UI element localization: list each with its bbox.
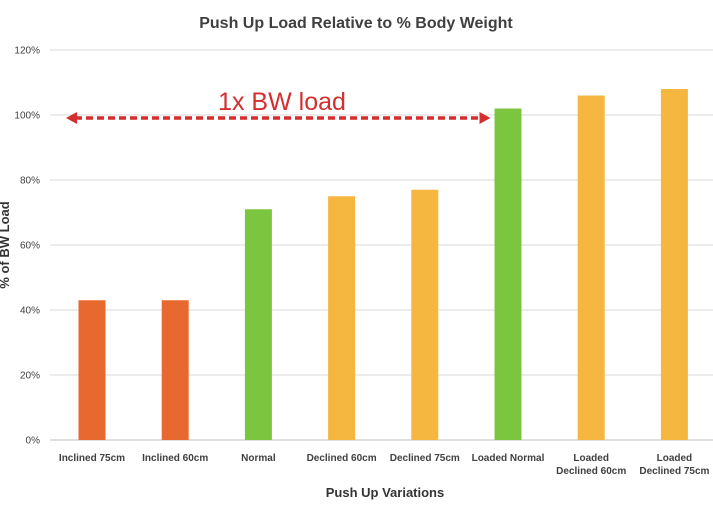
x-tick-label-line: Normal bbox=[241, 453, 276, 464]
x-tick-label: Loaded Declined 60cm bbox=[556, 453, 626, 477]
x-tick-label: Inclined 75cm bbox=[59, 453, 125, 464]
x-tick-label: Normal bbox=[241, 453, 276, 464]
y-tick-label: 60% bbox=[20, 241, 40, 252]
bar bbox=[161, 300, 189, 440]
annotation-label: 1x BW load bbox=[218, 88, 346, 116]
bar bbox=[411, 189, 439, 440]
bar bbox=[660, 89, 688, 440]
x-tick-label: Inclined 60cm bbox=[142, 453, 208, 464]
annotation-group: 1x BW load bbox=[66, 88, 491, 124]
bar bbox=[244, 209, 272, 440]
y-tick-label: 120% bbox=[14, 46, 40, 57]
x-axis-title: Push Up Variations bbox=[326, 485, 444, 500]
x-tick-label-line: Inclined 60cm bbox=[142, 453, 208, 464]
x-tick-label-line: Loaded bbox=[573, 453, 609, 464]
y-tick-label: 40% bbox=[20, 306, 40, 317]
x-tick-label-line: Declined 60cm bbox=[556, 466, 626, 477]
x-tick-label: Loaded Normal bbox=[472, 453, 545, 464]
x-tick-label-line: Loaded bbox=[657, 453, 693, 464]
chart-title: Push Up Load Relative to % Body Weight bbox=[199, 15, 513, 32]
x-tick-label-line: Declined 60cm bbox=[307, 453, 377, 464]
x-tick-label: Loaded Declined 75cm bbox=[639, 453, 709, 477]
y-tick-label: 20% bbox=[20, 371, 40, 382]
x-tick-label-line: Loaded Normal bbox=[472, 453, 545, 464]
x-tick-label: Declined 60cm bbox=[307, 453, 377, 464]
x-tick-label: Declined 75cm bbox=[390, 453, 460, 464]
x-tick-label-line: Inclined 75cm bbox=[59, 453, 125, 464]
annotation-arrowhead-right bbox=[479, 112, 491, 124]
gridlines bbox=[50, 49, 713, 441]
bars bbox=[78, 89, 688, 440]
bar bbox=[494, 108, 522, 440]
bar bbox=[78, 300, 106, 440]
x-tick-label-line: Declined 75cm bbox=[390, 453, 460, 464]
y-tick-label: 80% bbox=[20, 176, 40, 187]
y-tick-label: 0% bbox=[26, 436, 41, 447]
y-tick-labels: 0% 20% 40% 60% 80% 100% 120% bbox=[14, 46, 40, 447]
bar bbox=[577, 95, 605, 440]
y-axis-title: % of BW Load bbox=[0, 201, 12, 288]
x-tick-label-line: Declined 75cm bbox=[639, 466, 709, 477]
bar bbox=[328, 196, 356, 440]
annotation-arrowhead-left bbox=[66, 112, 77, 124]
y-tick-label: 100% bbox=[14, 111, 40, 122]
x-tick-labels: Inclined 75cm Inclined 60cm Normal Declined… bbox=[59, 453, 710, 477]
